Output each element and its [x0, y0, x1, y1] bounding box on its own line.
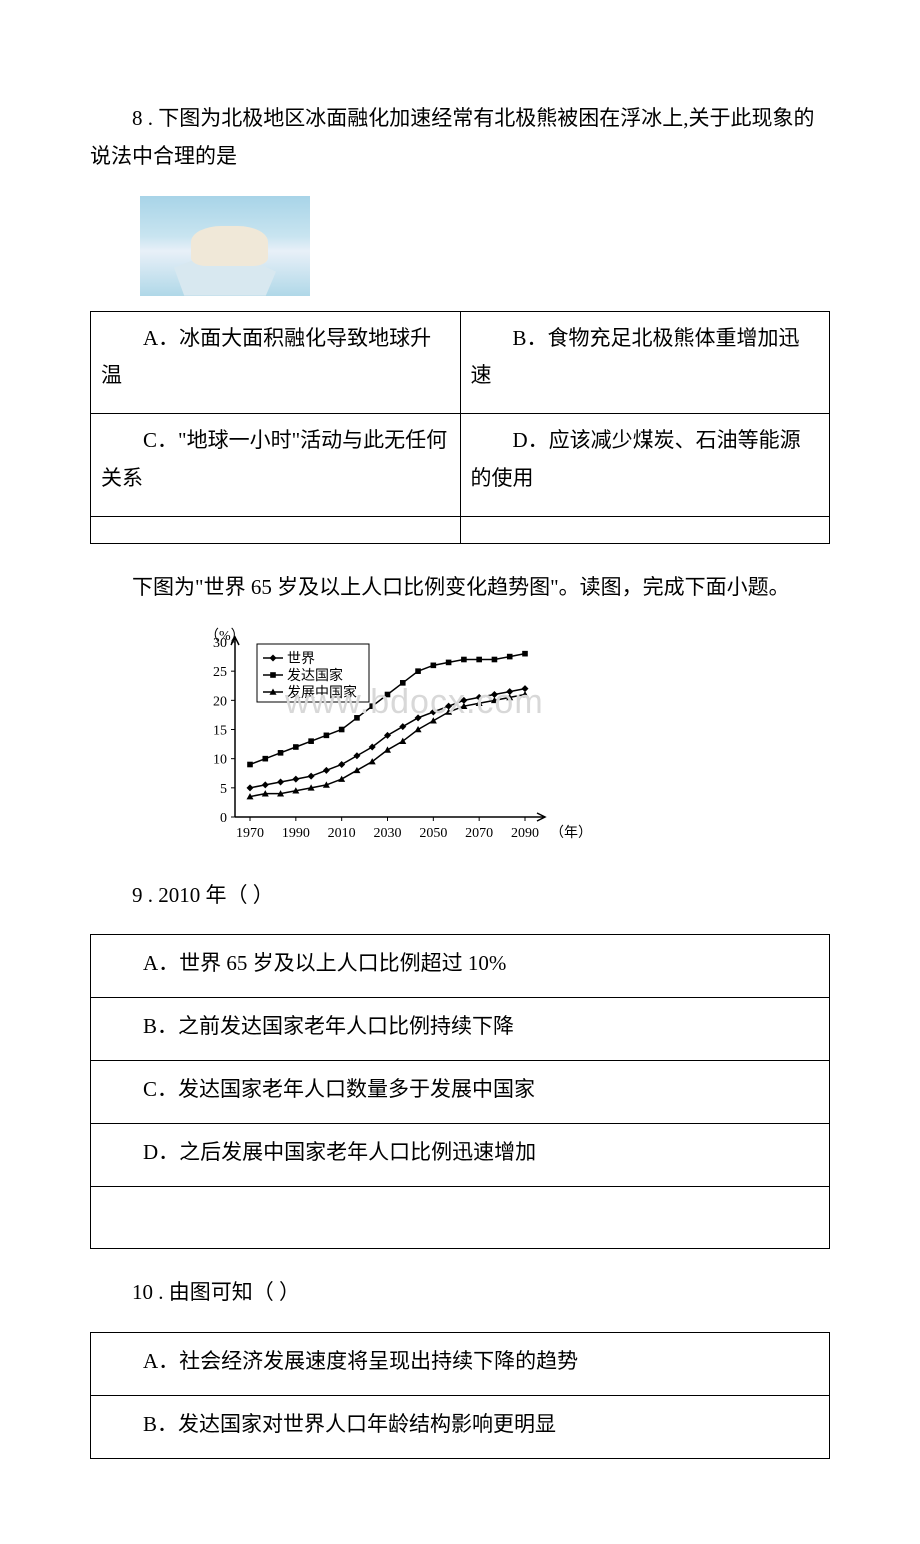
svg-text:20: 20	[213, 694, 227, 709]
svg-text:2070: 2070	[465, 826, 493, 841]
empty-cell	[91, 1186, 830, 1249]
chart-svg: 051015202530（%）1970199020102030205020702…	[180, 627, 610, 857]
q9-option-d: D．之后发展中国家老年人口比例迅速增加	[91, 1123, 830, 1186]
svg-text:2090: 2090	[511, 826, 539, 841]
svg-text:0: 0	[220, 811, 227, 826]
q9-text: 9 . 2010 年（ ）	[90, 877, 830, 915]
polar-bear-figure	[140, 196, 310, 296]
svg-text:5: 5	[220, 781, 227, 796]
svg-text:2050: 2050	[419, 826, 447, 841]
q9-option-a: A．世界 65 岁及以上人口比例超过 10%	[91, 935, 830, 998]
q8-options-table: A．冰面大面积融化导致地球升温 B．食物充足北极熊体重增加迅速 C．"地球一小时…	[90, 311, 830, 544]
q10-text: 10 . 由图可知（ ）	[90, 1274, 830, 1312]
q8-option-b: B．食物充足北极熊体重增加迅速	[460, 311, 830, 414]
q8-option-a: A．冰面大面积融化导致地球升温	[91, 311, 461, 414]
svg-text:1970: 1970	[236, 826, 264, 841]
q8-option-d: D．应该减少煤炭、石油等能源的使用	[460, 414, 830, 517]
q10-option-a: A．社会经济发展速度将呈现出持续下降的趋势	[91, 1333, 830, 1396]
chart-intro-text: 下图为"世界 65 岁及以上人口比例变化趋势图"。读图，完成下面小题。	[90, 569, 830, 607]
svg-text:15: 15	[213, 723, 227, 738]
q9-option-b: B．之前发达国家老年人口比例持续下降	[91, 998, 830, 1061]
svg-text:2010: 2010	[328, 826, 356, 841]
q8-text: 8 . 下图为北极地区冰面融化加速经常有北极熊被困在浮冰上,关于此现象的说法中合…	[90, 100, 830, 176]
q8-option-c: C．"地球一小时"活动与此无任何关系	[91, 414, 461, 517]
population-chart: www.bdocx.com 051015202530（%）19701990201…	[180, 627, 830, 857]
svg-text:（年）: （年）	[550, 825, 592, 841]
svg-text:25: 25	[213, 665, 227, 680]
svg-text:10: 10	[213, 752, 227, 767]
empty-cell	[460, 516, 830, 543]
q9-options-table: A．世界 65 岁及以上人口比例超过 10% B．之前发达国家老年人口比例持续下…	[90, 934, 830, 1249]
q10-option-b: B．发达国家对世界人口年龄结构影响更明显	[91, 1395, 830, 1458]
svg-text:1990: 1990	[282, 826, 310, 841]
q9-option-c: C．发达国家老年人口数量多于发展中国家	[91, 1060, 830, 1123]
empty-cell	[91, 516, 461, 543]
svg-text:（%）: （%）	[205, 628, 245, 644]
watermark-text: www.bdocx.com	[285, 672, 544, 733]
svg-text:2030: 2030	[374, 826, 402, 841]
svg-text:世界: 世界	[287, 651, 315, 667]
q10-options-table: A．社会经济发展速度将呈现出持续下降的趋势 B．发达国家对世界人口年龄结构影响更…	[90, 1332, 830, 1459]
